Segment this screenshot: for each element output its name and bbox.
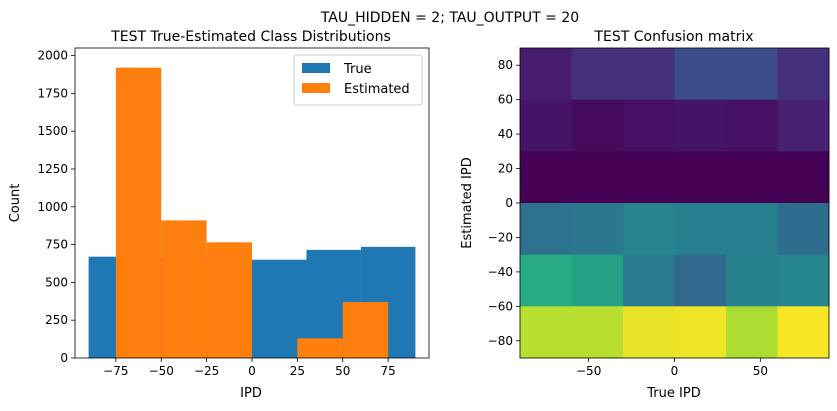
heatmap-cell-r4-c5 xyxy=(777,254,830,307)
bar-estimated-1 xyxy=(161,220,207,358)
heatmap-cell-r5-c5 xyxy=(777,306,830,359)
bar-estimated-2 xyxy=(206,242,252,358)
heatmap-cell-r0-c1 xyxy=(571,48,624,101)
heatmap-cell-r3-c1 xyxy=(571,203,624,256)
legend: True Estimated xyxy=(293,54,423,106)
y-tick-label: 1000 xyxy=(37,200,68,214)
heatmap-cell-r0-c0 xyxy=(520,48,572,101)
heatmap-cell-r5-c1 xyxy=(571,306,624,359)
x-tick-label: 0 xyxy=(248,364,256,378)
x-tick-label: 25 xyxy=(290,364,305,378)
heatmap-y-ticks: −80 −60 −40 −20 0 20 40 60 80 xyxy=(488,58,520,348)
heatmap-cell-r0-c5 xyxy=(777,48,830,101)
heatmap-cell-r4-c2 xyxy=(623,254,675,307)
y-tick-label: 0 xyxy=(60,351,68,365)
heatmap-cells xyxy=(520,48,830,359)
y-tick-label: 60 xyxy=(498,93,513,107)
heatmap-cell-r4-c3 xyxy=(674,254,727,307)
legend-swatch-estimated xyxy=(302,83,330,93)
y-tick-label: 80 xyxy=(498,58,513,72)
x-tick-label: 75 xyxy=(381,364,396,378)
y-tick-label: −80 xyxy=(488,334,513,348)
confusion-matrix-panel: TEST Confusion matrix −50 0 50 −80 −60 −40 −2… xyxy=(460,29,830,401)
y-tick-label: 1250 xyxy=(37,162,68,176)
heatmap-cell-r1-c5 xyxy=(777,99,830,152)
histogram-x-label: IPD xyxy=(240,386,262,401)
heatmap-cell-r5-c4 xyxy=(726,306,778,359)
heatmap-cell-r2-c5 xyxy=(777,151,830,204)
heatmap-cell-r2-c1 xyxy=(571,151,624,204)
x-tick-label: −75 xyxy=(103,364,128,378)
y-tick-label: 1750 xyxy=(37,86,68,100)
bar-estimated-4 xyxy=(342,302,389,358)
heatmap-cell-r0-c3 xyxy=(674,48,727,101)
heatmap-cell-r4-c4 xyxy=(726,254,778,307)
histogram-y-ticks: 0 250 500 750 1000 1250 1500 1750 2000 xyxy=(37,49,75,365)
histogram-y-label: Count xyxy=(8,184,23,223)
y-tick-label: −20 xyxy=(488,230,513,244)
y-tick-label: 1500 xyxy=(37,124,68,138)
y-tick-label: 500 xyxy=(45,275,68,289)
heatmap-cell-r5-c0 xyxy=(520,306,572,359)
heatmap-cell-r3-c3 xyxy=(674,203,727,256)
heatmap-cell-r1-c1 xyxy=(571,99,624,152)
heatmap-cell-r0-c2 xyxy=(623,48,675,101)
legend-label-estimated: Estimated xyxy=(344,82,410,97)
heatmap-cell-r5-c2 xyxy=(623,306,675,359)
y-tick-label: 750 xyxy=(45,238,68,252)
heatmap-cell-r1-c0 xyxy=(520,99,572,152)
heatmap-cell-r1-c2 xyxy=(623,99,675,152)
histogram-panel: TEST True-Estimated Class Distributions … xyxy=(8,29,430,401)
y-tick-label: 250 xyxy=(45,313,68,327)
x-tick-label: −50 xyxy=(576,364,601,378)
histogram-title: TEST True-Estimated Class Distributions xyxy=(110,29,391,45)
histogram-bars xyxy=(88,67,416,358)
histogram-x-ticks: −75 −50 −25 0 25 50 75 xyxy=(103,358,396,378)
bar-estimated-0 xyxy=(115,67,162,358)
x-tick-label: −50 xyxy=(149,364,174,378)
heatmap-cell-r4-c0 xyxy=(520,254,572,307)
bar-estimated-3 xyxy=(297,338,343,358)
heatmap-cell-r1-c3 xyxy=(674,99,727,152)
heatmap-x-ticks: −50 0 50 xyxy=(576,358,768,378)
y-tick-label: −40 xyxy=(488,265,513,279)
x-tick-label: 0 xyxy=(671,364,679,378)
x-tick-label: 50 xyxy=(753,364,768,378)
heatmap-cell-r2-c2 xyxy=(623,151,675,204)
x-tick-label: 50 xyxy=(335,364,350,378)
heatmap-y-label: Estimated IPD xyxy=(460,157,475,249)
y-tick-label: 2000 xyxy=(37,49,68,63)
x-tick-label: −25 xyxy=(194,364,219,378)
legend-swatch-true xyxy=(302,63,330,73)
heatmap-cell-r3-c0 xyxy=(520,203,572,256)
heatmap-cell-r2-c4 xyxy=(726,151,778,204)
y-tick-label: 20 xyxy=(498,162,513,176)
heatmap-cell-r4-c1 xyxy=(571,254,624,307)
y-tick-label: −60 xyxy=(488,299,513,313)
heatmap-cell-r2-c3 xyxy=(674,151,727,204)
legend-label-true: True xyxy=(343,62,372,77)
heatmap-cell-r2-c0 xyxy=(520,151,572,204)
confusion-matrix-title: TEST Confusion matrix xyxy=(593,29,753,45)
y-tick-label: 40 xyxy=(498,127,513,141)
heatmap-cell-r0-c4 xyxy=(726,48,778,101)
heatmap-x-label: True IPD xyxy=(646,386,700,401)
heatmap-cell-r3-c2 xyxy=(623,203,675,256)
y-tick-label: 0 xyxy=(505,196,513,210)
heatmap-cell-r3-c4 xyxy=(726,203,778,256)
figure-suptitle: TAU_HIDDEN = 2; TAU_OUTPUT = 20 xyxy=(320,10,579,26)
heatmap-cell-r1-c4 xyxy=(726,99,778,152)
heatmap-cell-r5-c3 xyxy=(674,306,727,359)
heatmap-cell-r3-c5 xyxy=(777,203,830,256)
